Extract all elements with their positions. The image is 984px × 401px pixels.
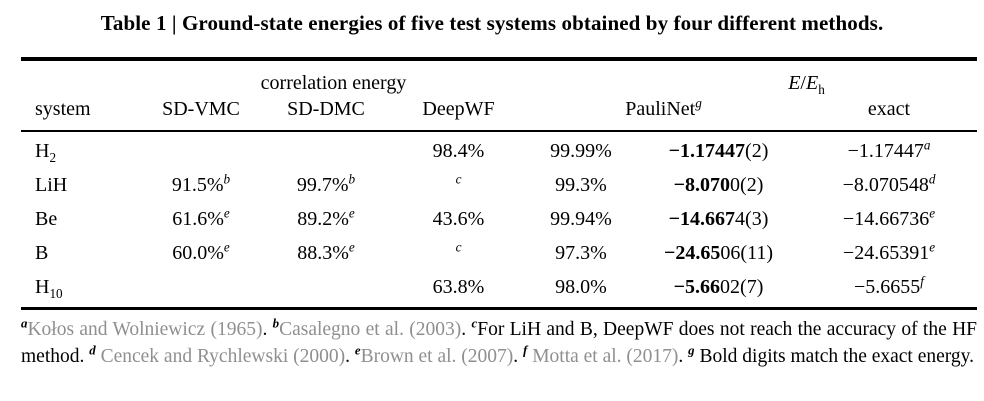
row-label-system: LiH: [35, 174, 68, 196]
group-header-e-over-eh: E/Eh: [788, 72, 825, 97]
table-row-lih: LiH 91.5%b 99.7%b c 99.3% −8.0700(2) −8.…: [21, 168, 977, 202]
table-cell: [261, 131, 391, 168]
table-row-h2: H2 98.4% 99.99% −1.17447(2) −1.17447a: [21, 131, 977, 168]
column-header-deepwf: DeepWF: [391, 96, 526, 132]
row-label-system: B: [35, 242, 49, 264]
paper-table-figure: Table 1 | Ground-state energies of five …: [21, 11, 977, 367]
table-cell: 63.8%: [432, 276, 485, 298]
table-cell: 99.94%: [550, 208, 612, 230]
table-cell: −5.6655f: [854, 273, 924, 298]
table-cell: −14.6674(3): [668, 208, 769, 230]
table-row-b: B 60.0%e 88.3%e c 97.3% −24.6506(11) −24…: [21, 236, 977, 270]
table-cell: [141, 270, 261, 309]
table-cell: 60.0%e: [172, 239, 230, 264]
column-header-row: system SD-VMC SD-DMC DeepWF PauliNetg ex…: [21, 96, 977, 132]
results-table: correlation energy E/Eh system SD-VMC SD…: [21, 57, 977, 310]
row-label-system: Be: [35, 208, 58, 230]
table-cell: c: [455, 239, 462, 255]
table-cell: 99.7%b: [296, 171, 356, 196]
row-label-system: H2: [35, 140, 57, 165]
row-label-system: H10: [35, 276, 63, 301]
table-cell: 43.6%: [432, 208, 485, 230]
column-header-paulinet: PauliNetg: [526, 96, 801, 132]
table-footnotes: aKołos and Wolniewicz (1965). bCasalegno…: [21, 316, 977, 367]
table-row-h10: H10 63.8% 98.0% −5.6602(7) −5.6655f: [21, 270, 977, 309]
table-cell: −8.0700(2): [673, 174, 764, 196]
table-cell: 98.4%: [432, 140, 485, 162]
table-cell: 97.3%: [555, 242, 607, 264]
table-cell: −14.66736e: [842, 205, 936, 230]
table-cell: 89.2%e: [297, 205, 355, 230]
column-header-system: system: [21, 96, 141, 132]
table-cell: [141, 131, 261, 168]
table-cell: 91.5%b: [171, 171, 231, 196]
table-cell: −24.6506(11): [664, 242, 773, 264]
table-title: Table 1 | Ground-state energies of five …: [100, 11, 884, 35]
table-cell: −24.65391e: [842, 239, 936, 264]
column-header-exact: exact: [801, 96, 977, 132]
table-cell: 99.3%: [555, 174, 607, 196]
spacer-cell: [21, 59, 141, 96]
table-cell: 98.0%: [555, 276, 607, 298]
group-header-row: correlation energy E/Eh: [21, 59, 977, 96]
table-cell: −1.17447(2): [668, 140, 769, 162]
table-cell: −8.070548d: [842, 171, 936, 196]
table-cell: −1.17447a: [847, 137, 931, 162]
table-cell: [261, 270, 391, 309]
group-header-correlation-energy: correlation energy: [260, 72, 407, 94]
table-cell: 61.6%e: [172, 205, 230, 230]
column-header-sd-dmc: SD-DMC: [261, 96, 391, 132]
spacer-cell: [526, 59, 636, 96]
table-cell: 99.99%: [550, 140, 612, 162]
table-cell: c: [455, 171, 462, 187]
table-row-be: Be 61.6%e 89.2%e 43.6% 99.94% −14.6674(3…: [21, 202, 977, 236]
column-header-sd-vmc: SD-VMC: [141, 96, 261, 132]
table-cell: 88.3%e: [297, 239, 355, 264]
table-cell: −5.6602(7): [673, 276, 764, 298]
